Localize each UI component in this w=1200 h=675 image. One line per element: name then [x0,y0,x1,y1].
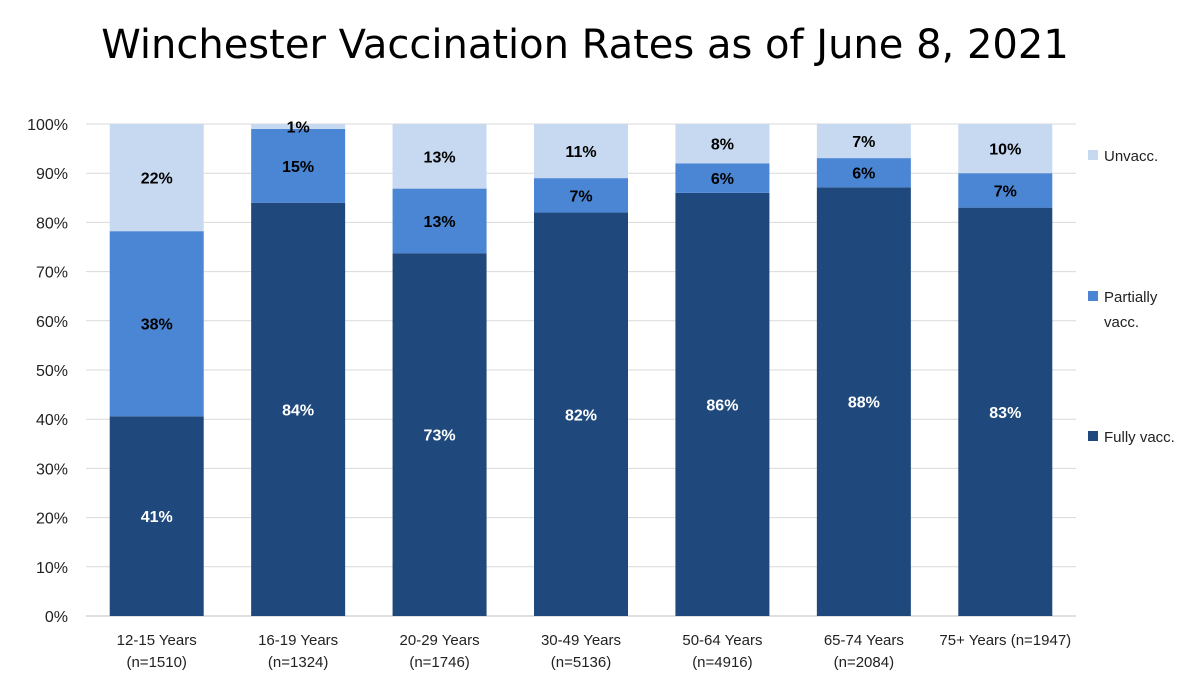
bar-unvacc [816,124,911,159]
bar-partially-vacc [816,158,911,188]
data-label: 11% [565,144,596,161]
x-tick-label: 50-64 Years [682,632,762,649]
legend-label: Partially [1104,289,1158,306]
y-tick-label: 60% [36,314,68,331]
data-label: 84% [282,402,314,419]
bar-partially-vacc [109,231,204,417]
y-tick-label: 30% [36,461,68,478]
bar-fully-vacc [251,202,346,616]
data-label: 88% [848,395,880,412]
x-tick-label: 20-29 Years [400,632,480,649]
legend-swatch [1088,150,1098,160]
data-label: 7% [994,183,1017,200]
x-tick-label: 30-49 Years [541,632,621,649]
chart-title: Winchester Vaccination Rates as of June … [101,22,1069,68]
bar-unvacc [392,124,487,189]
bar-fully-vacc [675,192,770,616]
bar-fully-vacc [109,416,204,616]
data-label: 86% [706,397,738,414]
data-label: 15% [282,159,314,176]
legend-swatch [1088,291,1098,301]
x-tick-label: 75+ Years (n=1947) [939,632,1071,649]
data-label: 83% [989,405,1021,422]
bar-partially-vacc [534,178,628,213]
data-label: 13% [424,214,456,231]
bar-fully-vacc [816,187,911,617]
y-tick-label: 90% [36,166,68,183]
legend-label: vacc. [1104,314,1139,331]
bar-unvacc [251,124,346,129]
legend-label: Unvacc. [1104,148,1158,165]
legend-swatch [1088,431,1098,441]
x-tick-label: (n=1510) [126,654,186,671]
data-label: 7% [569,188,592,205]
x-tick-label: (n=1324) [268,654,328,671]
data-label: 6% [711,171,734,188]
data-label: 13% [424,149,456,166]
y-tick-label: 80% [36,215,68,232]
y-tick-label: 70% [36,265,68,282]
data-label: 41% [141,509,173,526]
data-label: 6% [852,166,875,183]
bar-partially-vacc [958,173,1053,208]
data-label: 10% [989,142,1021,159]
bar-fully-vacc [534,212,628,616]
data-label: 22% [141,171,173,188]
data-label: 7% [852,134,875,151]
data-label: 38% [141,317,173,334]
bar-unvacc [675,124,770,164]
x-tick-label: (n=4916) [692,654,752,671]
x-tick-label: 12-15 Years [117,632,197,649]
data-label: 8% [711,137,734,154]
y-tick-label: 50% [36,363,68,380]
bar-unvacc [534,124,628,179]
bar-partially-vacc [251,128,346,203]
x-tick-label: 65-74 Years [824,632,904,649]
bar-partially-vacc [392,188,487,254]
bar-fully-vacc [392,253,487,616]
y-tick-label: 20% [36,511,68,528]
data-label: 1% [287,119,310,136]
legend-label: Fully vacc. [1104,429,1175,446]
bar-unvacc [958,124,1053,174]
y-tick-label: 40% [36,412,68,429]
x-tick-label: (n=5136) [551,654,611,671]
y-tick-label: 0% [45,609,68,626]
bar-fully-vacc [958,207,1053,616]
y-tick-label: 10% [36,560,68,577]
data-label: 82% [565,407,597,424]
x-tick-label: (n=2084) [834,654,894,671]
bar-partially-vacc [675,163,770,193]
x-tick-label: 16-19 Years [258,632,338,649]
data-label: 73% [424,428,456,445]
x-tick-label: (n=1746) [409,654,469,671]
y-tick-label: 100% [27,117,68,134]
bar-unvacc [109,124,204,232]
